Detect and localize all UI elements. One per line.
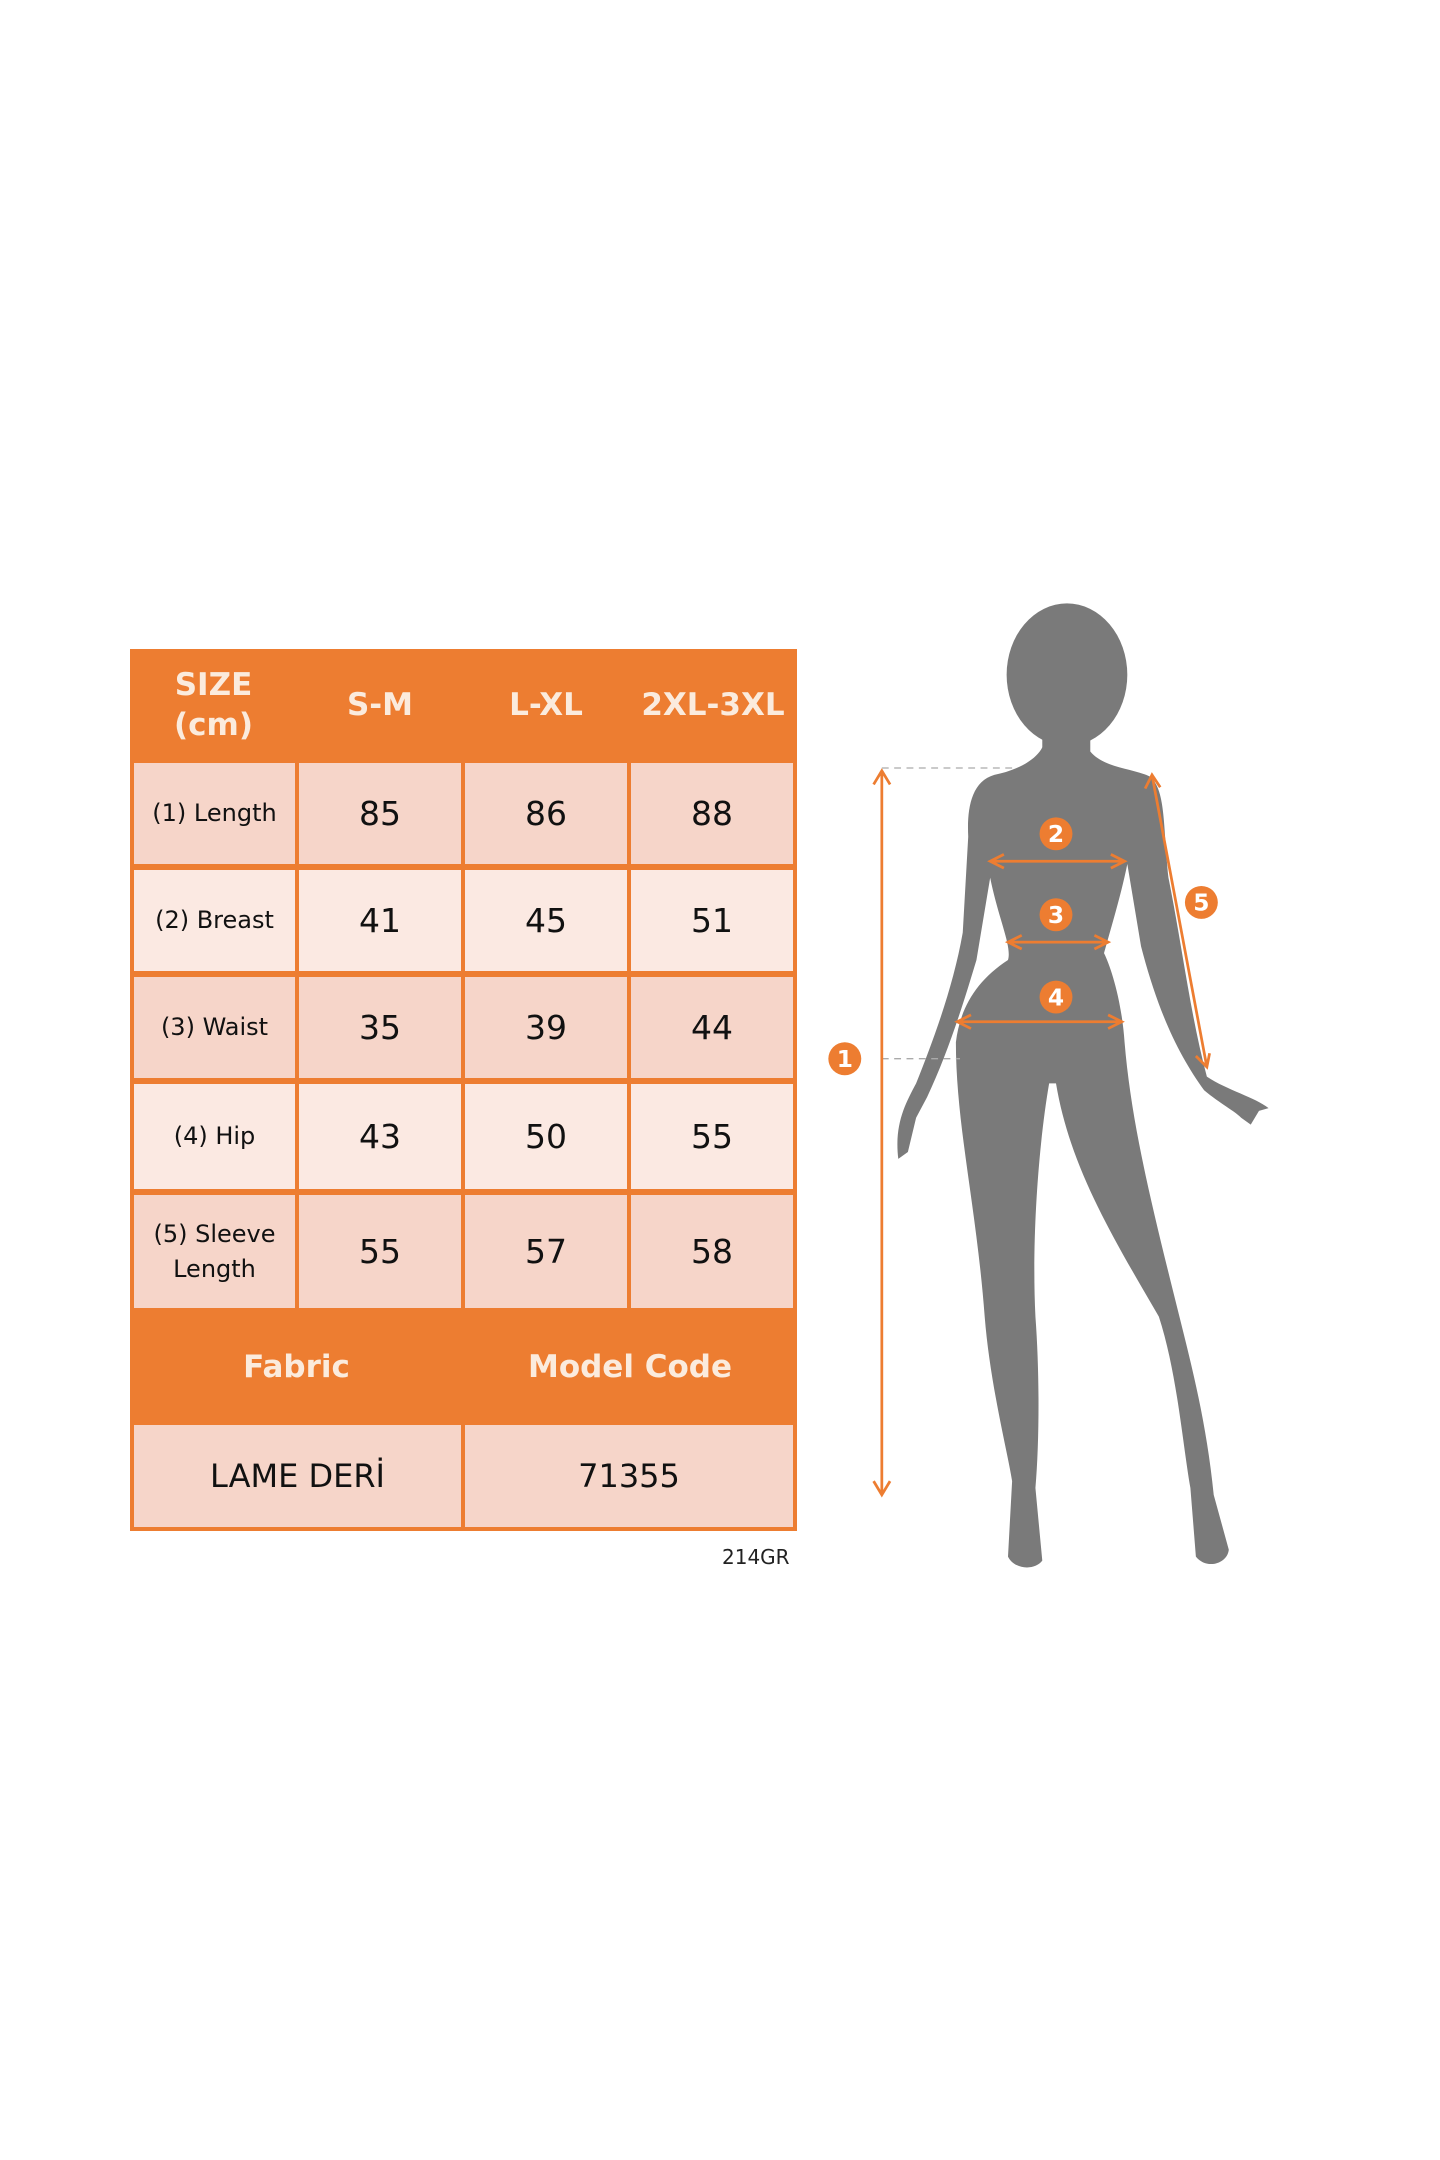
size-value: 39 bbox=[465, 977, 627, 1078]
size-value: 55 bbox=[299, 1195, 461, 1308]
size-value: 57 bbox=[465, 1195, 627, 1308]
svg-text:2: 2 bbox=[1048, 821, 1064, 848]
hip-arrow bbox=[954, 1013, 1125, 1030]
size-table: SIZE (cm) S-M L-XL 2XL-3XL (1) Length 85 8… bbox=[130, 649, 797, 1531]
breast-arrow bbox=[987, 853, 1128, 870]
marker-3: 3 bbox=[1039, 898, 1073, 932]
sleeve-arrow bbox=[1143, 772, 1211, 1070]
marker-1: 1 bbox=[828, 1042, 862, 1076]
product-code: 214GR bbox=[722, 1545, 790, 1569]
svg-text:4: 4 bbox=[1048, 984, 1064, 1011]
svg-text:1: 1 bbox=[837, 1046, 853, 1073]
length-arrow bbox=[872, 768, 892, 1498]
waist-arrow bbox=[1004, 934, 1112, 951]
svg-text:3: 3 bbox=[1048, 902, 1064, 929]
silhouette bbox=[897, 603, 1269, 1568]
size-col-header: L-XL bbox=[509, 686, 583, 723]
size-value: 41 bbox=[299, 870, 461, 971]
marker-2: 2 bbox=[1039, 817, 1073, 851]
marker-5: 5 bbox=[1184, 885, 1218, 919]
model-code-value: 71355 bbox=[465, 1425, 793, 1527]
row-label: (4) Hip bbox=[134, 1084, 295, 1189]
size-value: 45 bbox=[465, 870, 627, 971]
fabric-header: Fabric bbox=[243, 1349, 350, 1386]
size-value: 88 bbox=[631, 763, 793, 864]
size-value: 55 bbox=[631, 1084, 793, 1189]
size-value: 44 bbox=[631, 977, 793, 1078]
marker-4: 4 bbox=[1039, 980, 1073, 1014]
model-code-header: Model Code bbox=[527, 1349, 733, 1386]
size-value: 85 bbox=[299, 763, 461, 864]
row-label: (5) Sleeve Length bbox=[134, 1195, 295, 1308]
size-col-header: 2XL-3XL bbox=[641, 686, 785, 723]
size-header: SIZE (cm) bbox=[173, 666, 253, 743]
row-label: (2) Breast bbox=[134, 870, 295, 971]
size-value: 43 bbox=[299, 1084, 461, 1189]
size-value: 86 bbox=[465, 763, 627, 864]
svg-text:5: 5 bbox=[1193, 890, 1209, 917]
fabric-value: LAME DERİ bbox=[134, 1425, 461, 1527]
size-value: 51 bbox=[631, 870, 793, 971]
size-value: 58 bbox=[631, 1195, 793, 1308]
row-label: (1) Length bbox=[134, 763, 295, 864]
row-label: (3) Waist bbox=[134, 977, 295, 1078]
size-col-header: S-M bbox=[346, 686, 414, 723]
size-value: 50 bbox=[465, 1084, 627, 1189]
size-value: 35 bbox=[299, 977, 461, 1078]
